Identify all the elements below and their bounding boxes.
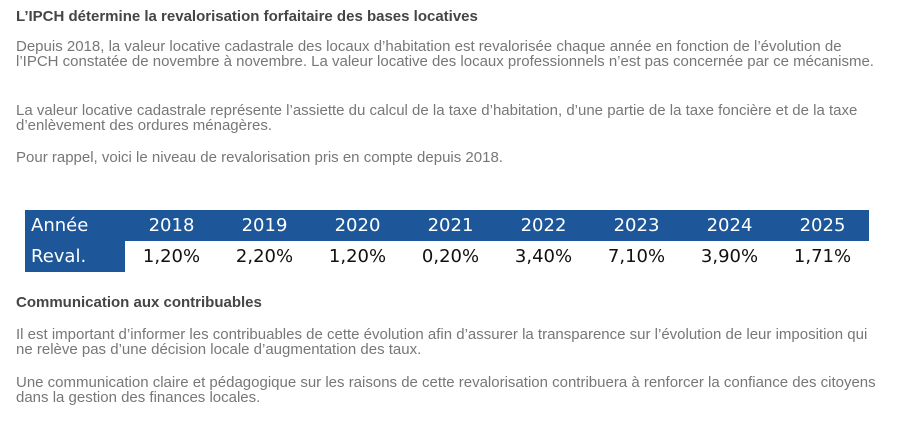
year-cell: 2020 <box>311 210 404 241</box>
year-cell: 2024 <box>683 210 776 241</box>
value-cell: 2,20% <box>218 241 311 272</box>
value-cell: 3,40% <box>497 241 590 272</box>
year-cell: 2019 <box>218 210 311 241</box>
value-cell: 0,20% <box>404 241 497 272</box>
table-row-values: Reval. 1,20% 2,20% 1,20% 0,20% 3,40% 7,1… <box>25 241 869 272</box>
value-cell: 1,20% <box>311 241 404 272</box>
revalorisation-table: Année 2018 2019 2020 2021 2022 2023 2024… <box>25 210 869 272</box>
paragraph-valeur-locative: La valeur locative cadastrale représente… <box>16 102 858 134</box>
paragraph-confiance: Une communication claire et pédagogique … <box>16 374 876 406</box>
year-cell: 2018 <box>125 210 218 241</box>
value-cell: 3,90% <box>683 241 776 272</box>
section-title-ipch: L’IPCH détermine la revalorisation forfa… <box>16 8 478 25</box>
year-cell: 2025 <box>776 210 869 241</box>
value-cell: 7,10% <box>590 241 683 272</box>
paragraph-ipch-intro: Depuis 2018, la valeur locative cadastra… <box>16 38 874 70</box>
row-label-value: Reval. <box>25 241 125 272</box>
paragraph-informer: Il est important d’informer les contribu… <box>16 326 868 358</box>
year-cell: 2022 <box>497 210 590 241</box>
value-cell: 1,71% <box>776 241 869 272</box>
year-cell: 2021 <box>404 210 497 241</box>
paragraph-rappel: Pour rappel, voici le niveau de revalori… <box>16 149 503 166</box>
row-label-year: Année <box>25 210 125 241</box>
value-cell: 1,20% <box>125 241 218 272</box>
year-cell: 2023 <box>590 210 683 241</box>
section-title-communication: Communication aux contribuables <box>16 294 262 311</box>
table-row-years: Année 2018 2019 2020 2021 2022 2023 2024… <box>25 210 869 241</box>
